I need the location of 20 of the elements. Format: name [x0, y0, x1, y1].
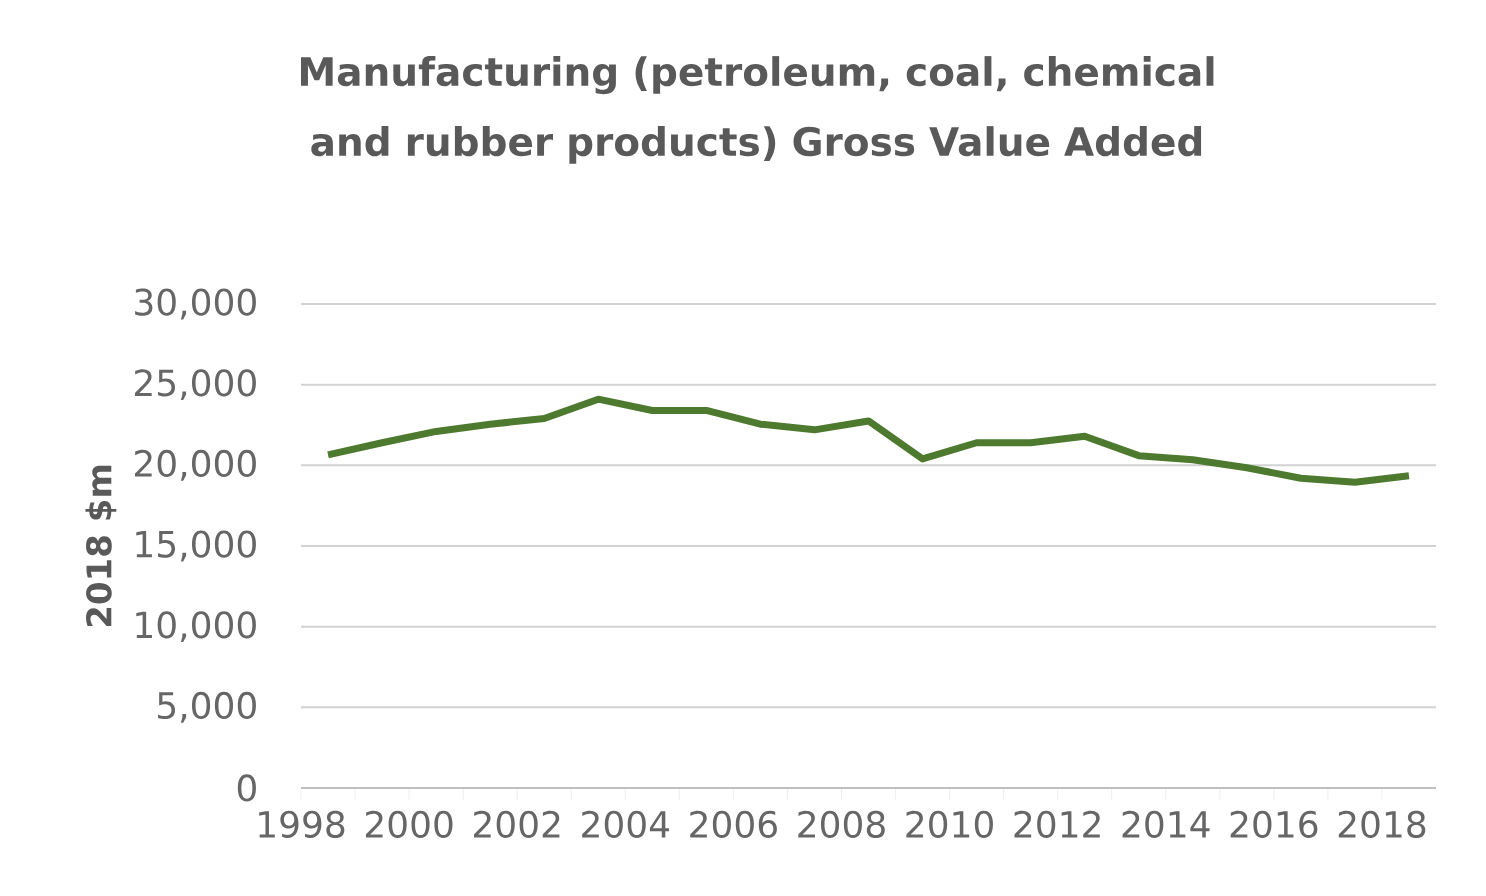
x-tick-label: 1998	[259, 810, 345, 838]
x-tick-label: 2016	[1230, 810, 1318, 838]
y-tick-label: 0	[237, 774, 256, 802]
x-tick-label: 2010	[906, 810, 993, 838]
x-tick-label: 2002	[474, 810, 560, 838]
x-tick-label: 2018	[1338, 810, 1426, 838]
x-tick-label: 2008	[798, 810, 885, 838]
y-tick-label: 15,000	[136, 530, 256, 562]
y-tick-label: 30,000	[135, 288, 256, 320]
chart-title: Manufacturing (petroleum, coal, chemical and rubber products) Gross Value Added	[300, 56, 1214, 164]
x-tick-label: 2012	[1014, 810, 1100, 838]
y-tick-label: 20,000	[135, 449, 256, 481]
y-tick-label: 25,000	[135, 369, 256, 401]
y-axis-title: 2018 $m	[85, 465, 117, 627]
x-tick-label: 2006	[690, 810, 777, 838]
x-tick-label: 2014	[1122, 810, 1210, 838]
x-tick-label: 2004	[582, 810, 670, 838]
y-tick-label: 10,000	[136, 611, 256, 643]
x-tick-label: 2000	[365, 810, 453, 838]
y-tick-label: 5,000	[158, 691, 256, 723]
